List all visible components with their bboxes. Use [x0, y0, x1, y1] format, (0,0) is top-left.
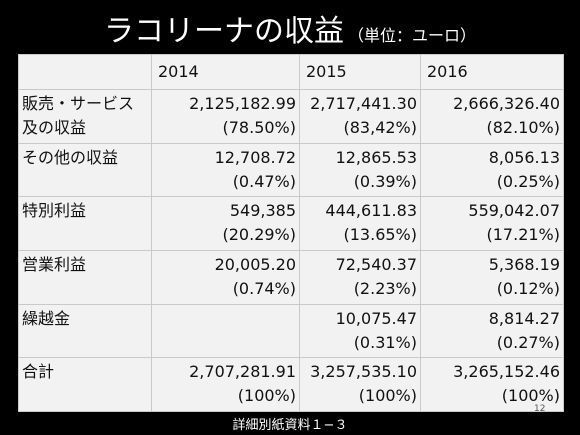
cell-percent: (0.25%) — [496, 171, 560, 191]
table-row: その他の収益 12,708.72 (0.47%) 12,865.53 (0.39%)… — [18, 142, 564, 198]
cell-value: 444,611.83 — [325, 201, 417, 221]
cell-value: 20,005.20 — [214, 254, 296, 274]
table-cell: 12,865.53 (0.39%) — [299, 142, 421, 198]
table-row: 販売・サービス及の収益 2,125,182.99 (78.50%) 2,717,4… — [18, 89, 564, 144]
cell-percent: (20.29%) — [222, 225, 297, 245]
cell-value: 10,075.47 — [335, 308, 417, 328]
cell-percent: (100%) — [501, 386, 560, 406]
table-cell: 549,385 (20.29%) — [151, 196, 300, 251]
row-label: 営業利益 — [18, 249, 152, 305]
table-header-row: 2014 2015 2016 — [18, 54, 564, 90]
header-year-2015: 2015 — [299, 54, 421, 90]
cell-percent: (0.39%) — [353, 171, 417, 191]
table-row: 営業利益 20,005.20 (0.74%) 72,540.37 (2.23%) 5… — [18, 249, 564, 305]
table-cell: 2,666,326.40 (82.10%) — [420, 89, 564, 144]
table-cell: 5,368.19 (0.12%) — [420, 249, 564, 305]
cell-value: 2,666,326.40 — [453, 94, 560, 113]
cell-value: 8,814.27 — [488, 308, 560, 328]
cell-percent: (100%) — [237, 386, 296, 406]
cell-percent: (0.12%) — [496, 278, 560, 298]
table-cell: 72,540.37 (2.23%) — [299, 249, 421, 305]
row-label: 販売・サービス及の収益 — [18, 89, 152, 144]
cell-value: 2,707,281.91 — [189, 362, 296, 382]
table-cell: 2,717,441.30 (83,42%) — [299, 89, 421, 144]
cell-percent: (100%) — [358, 386, 417, 406]
cell-percent: (0.47%) — [232, 171, 296, 191]
revenue-table: 2014 2015 2016 販売・サービス及の収益 2,125,182.99 (… — [18, 54, 564, 412]
table-cell: 10,075.47 (0.31%) — [299, 303, 421, 359]
cell-value: 72,540.37 — [335, 254, 417, 274]
header-year-2014: 2014 — [151, 54, 300, 90]
cell-percent: (0.74%) — [232, 278, 296, 298]
table-row: 繰越金 10,075.47 (0.31%) 8,814.27 (0.27%) — [18, 303, 564, 359]
cell-percent: (78.50%) — [222, 118, 297, 137]
row-label: 繰越金 — [18, 303, 152, 359]
table-cell — [151, 303, 300, 359]
cell-value: 3,265,152.46 — [453, 362, 560, 382]
footer-reference: 詳細別紙資料１−３ — [232, 418, 348, 433]
table-cell: 2,707,281.91 (100%) — [151, 357, 300, 412]
cell-value: 5,368.19 — [488, 254, 560, 274]
cell-value: 549,385 — [229, 201, 296, 221]
cell-percent: (2.23%) — [353, 278, 417, 298]
row-label: その他の収益 — [18, 142, 152, 198]
cell-value: 2,125,182.99 — [189, 94, 296, 113]
header-year-2016: 2016 — [420, 54, 564, 90]
cell-percent: (83,42%) — [343, 118, 418, 137]
cell-value: 12,708.72 — [214, 147, 296, 167]
cell-percent: (0.31%) — [353, 332, 417, 352]
row-label: 合計 — [18, 357, 152, 412]
slide-title: ラコリーナの収益 （単位：ユーロ） — [0, 6, 580, 50]
table-row: 合計 2,707,281.91 (100%) 3,257,535.10 (100%)… — [18, 357, 564, 412]
revenue-table-panel: 2014 2015 2016 販売・サービス及の収益 2,125,182.99 (… — [18, 54, 564, 412]
title-unit: （単位：ユーロ） — [347, 26, 476, 45]
cell-percent: (17.21%) — [486, 225, 561, 245]
cell-value: 3,257,535.10 — [310, 362, 417, 382]
cell-percent: (13.65%) — [343, 225, 418, 245]
table-cell: 444,611.83 (13.65%) — [299, 196, 421, 251]
row-label: 特別利益 — [18, 196, 152, 251]
table-cell: 3,265,152.46 (100%) — [420, 357, 564, 412]
cell-value: 8,056.13 — [488, 147, 560, 167]
cell-percent: (82.10%) — [486, 118, 561, 137]
table-cell: 3,257,535.10 (100%) — [299, 357, 421, 412]
table-cell: 12,708.72 (0.47%) — [151, 142, 300, 198]
cell-value: 12,865.53 — [335, 147, 417, 167]
cell-percent: (0.27%) — [496, 332, 560, 352]
table-cell: 8,814.27 (0.27%) — [420, 303, 564, 359]
table-cell: 2,125,182.99 (78.50%) — [151, 89, 300, 144]
table-cell: 20,005.20 (0.74%) — [151, 249, 300, 305]
cell-value: 2,717,441.30 — [310, 94, 417, 113]
table-cell: 559,042.07 (17.21%) — [420, 196, 564, 251]
page-number: 12 — [534, 404, 546, 414]
title-main: ラコリーナの収益 — [103, 14, 344, 49]
header-corner-cell — [18, 54, 152, 90]
cell-value: 559,042.07 — [468, 201, 560, 221]
table-cell: 8,056.13 (0.25%) — [420, 142, 564, 198]
table-row: 特別利益 549,385 (20.29%) 444,611.83 (13.65%) … — [18, 196, 564, 251]
